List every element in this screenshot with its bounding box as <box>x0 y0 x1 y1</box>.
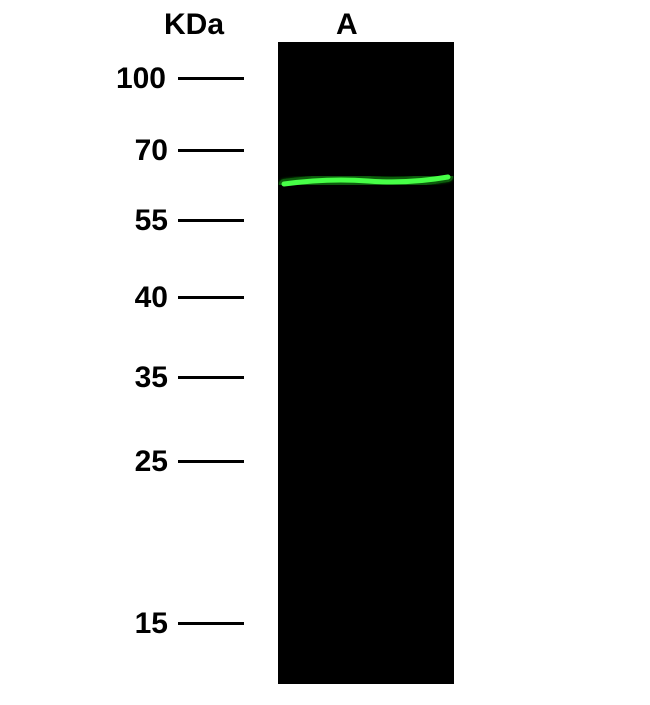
mw-tick <box>178 622 244 625</box>
mw-label: 15 <box>128 607 168 641</box>
band <box>278 42 454 684</box>
mw-tick <box>178 376 244 379</box>
mw-label: 25 <box>128 445 168 479</box>
mw-tick <box>178 219 244 222</box>
mw-tick <box>178 149 244 152</box>
mw-label: 55 <box>128 204 168 238</box>
lane-column-label: A <box>336 8 358 42</box>
mw-label: 70 <box>128 134 168 168</box>
mw-tick <box>178 460 244 463</box>
mw-tick <box>178 77 244 80</box>
mw-label: 40 <box>128 281 168 315</box>
mw-label: 100 <box>106 62 166 96</box>
blot-figure: KDa A 100 70 55 40 35 25 15 <box>0 0 650 705</box>
mw-tick <box>178 296 244 299</box>
unit-label: KDa <box>164 8 224 42</box>
mw-label: 35 <box>128 361 168 395</box>
